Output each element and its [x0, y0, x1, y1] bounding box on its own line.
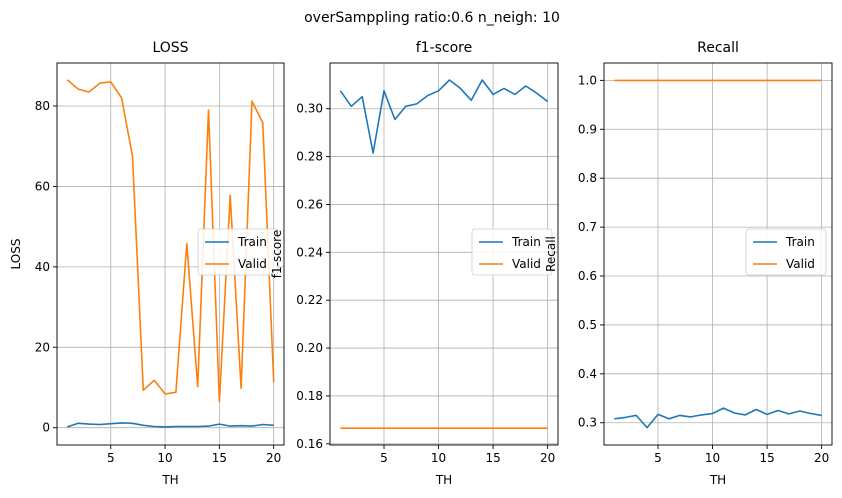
y-tick-label: 60	[35, 179, 50, 193]
legend-label-train: Train	[511, 235, 541, 249]
legend-label-valid: Valid	[238, 257, 267, 271]
legend-label-train: Train	[237, 235, 267, 249]
y-tick-label: 0.9	[578, 122, 597, 136]
y-tick-label: 0.26	[296, 197, 323, 211]
y-tick-label: 80	[35, 99, 50, 113]
x-tick-label: 10	[157, 451, 172, 465]
y-axis-label: f1-score	[270, 230, 284, 278]
y-tick-label: 0.20	[296, 341, 323, 355]
y-tick-label: 0.7	[578, 220, 597, 234]
y-tick-label: 20	[35, 340, 50, 354]
x-tick-label: 20	[814, 451, 829, 465]
y-tick-label: 40	[35, 260, 50, 274]
figure-suptitle: overSamppling ratio:0.6 n_neigh: 10	[304, 10, 560, 26]
axes-frame	[603, 62, 833, 446]
y-tick-label: 0.16	[296, 437, 323, 451]
y-tick-label: 0.22	[296, 293, 323, 307]
axes-frame	[56, 62, 285, 446]
axes-frame	[329, 62, 559, 446]
x-axis-label: TH	[435, 473, 452, 487]
x-tick-label: 20	[540, 451, 555, 465]
x-tick-label: 15	[759, 451, 774, 465]
x-tick-label: 15	[485, 451, 500, 465]
x-tick-label: 15	[212, 451, 227, 465]
x-tick-label: 5	[654, 451, 662, 465]
series-line-train	[67, 422, 274, 428]
x-axis-label: TH	[709, 473, 726, 487]
x-tick-label: 10	[705, 451, 720, 465]
y-tick-label: 0.4	[578, 367, 597, 381]
y-axis-label: LOSS	[9, 239, 23, 270]
x-tick-label: 10	[431, 451, 446, 465]
y-tick-label: 0.28	[296, 150, 323, 164]
y-tick-label: 0.8	[578, 171, 597, 185]
x-tick-label: 5	[380, 451, 388, 465]
legend-label-valid: Valid	[512, 257, 541, 271]
y-tick-label: 0.6	[578, 269, 597, 283]
subplots: 5 10 15 20 0 20 40 60 80 LOSS TH LOSS Train Valid 5 10 1…	[9, 40, 833, 487]
legend-label-train: Train	[785, 235, 815, 249]
series-line-train	[614, 407, 822, 429]
x-tick-label: 20	[266, 451, 281, 465]
legend: Train Valid	[197, 228, 279, 276]
y-tick-label: 0.30	[296, 102, 323, 116]
y-axis-label: Recall	[544, 236, 558, 272]
series-line-valid	[66, 79, 275, 403]
x-tick-label: 5	[107, 451, 115, 465]
y-tick-label: 0.24	[296, 245, 323, 259]
x-axis-label: TH	[161, 473, 178, 487]
subplot-1: 5 10 15 20 0 20 40 60 80 LOSS TH LOSS Train Valid	[9, 40, 285, 487]
subplot-title: LOSS	[152, 40, 188, 56]
subplot-title: f1-score	[416, 40, 473, 56]
subplot-2: 5 10 15 20 0.16 0.18 0.20 0.22 0.24 0.26 0.28 0.30 f…	[270, 40, 559, 487]
y-tick-label: 0.18	[296, 389, 323, 403]
y-tick-label: 0.5	[578, 318, 597, 332]
legend: Train Valid	[471, 228, 553, 276]
legend-label-valid: Valid	[786, 257, 815, 271]
y-tick-label: 0	[42, 421, 50, 435]
subplot-title: Recall	[697, 40, 739, 56]
series-line-train	[339, 79, 549, 154]
y-tick-label: 0.3	[578, 416, 597, 430]
legend: Train Valid	[745, 228, 827, 276]
subplot-3: 5 10 15 20 0.3 0.4 0.5 0.6 0.7 0.8 0.9 1.0 Recall TH R…	[544, 40, 833, 487]
y-tick-label: 1.0	[578, 73, 597, 87]
